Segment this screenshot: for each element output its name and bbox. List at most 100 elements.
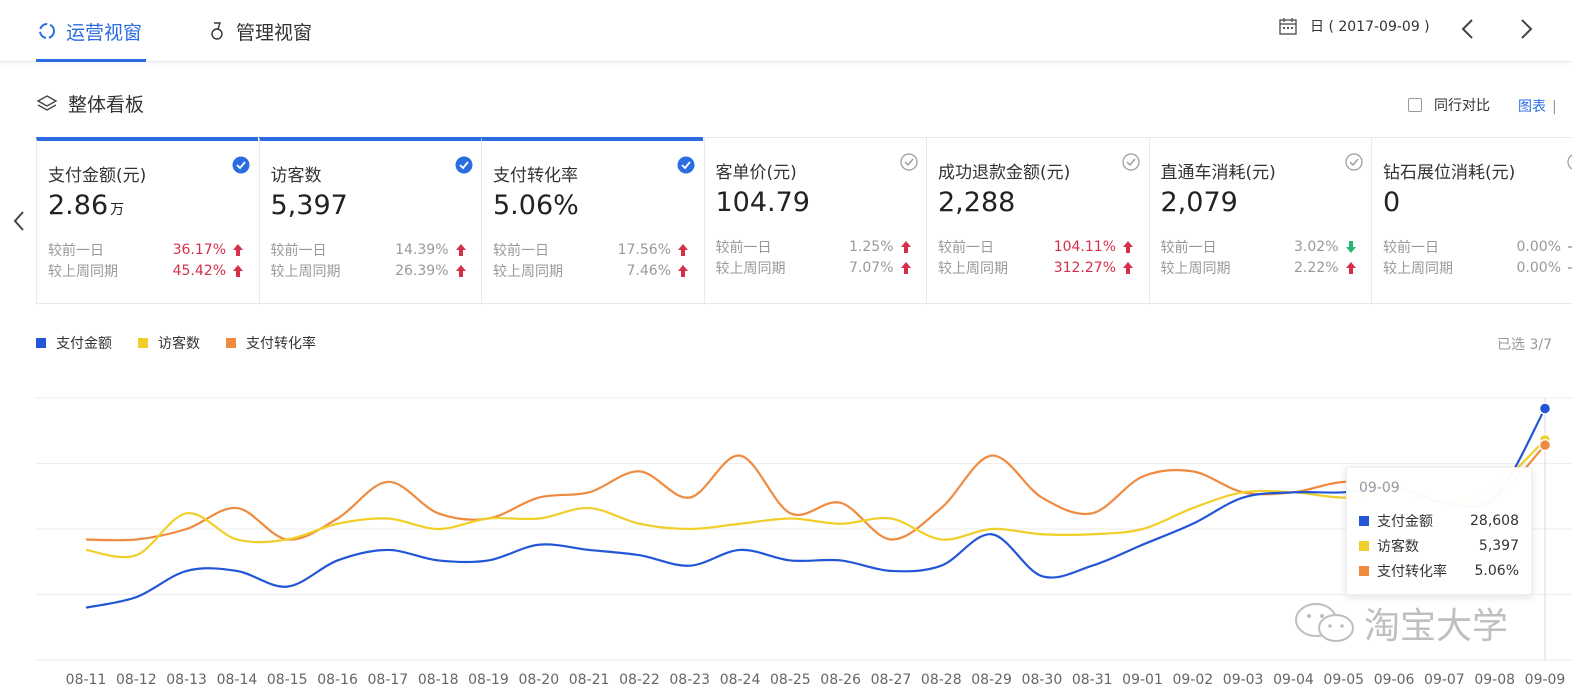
checked-circle-icon[interactable] [455, 156, 473, 174]
metric-name: 钻石展位消耗(元) [1383, 163, 1516, 183]
arrow-up-icon [900, 262, 911, 274]
x-tick-label: 09-05 [1323, 672, 1364, 688]
tooltip-row-visitors: 访客数 5,397 [1359, 533, 1519, 558]
unchecked-circle-icon[interactable] [1122, 153, 1140, 171]
compare-last-week: 较上周同期 7.46% [493, 261, 689, 281]
compare-value: 2.22% [1294, 258, 1356, 278]
tab-label: 管理视窗 [236, 21, 313, 44]
compare-value: 7.46% [627, 261, 689, 281]
x-tick-label: 09-07 [1424, 672, 1465, 688]
x-tick-label: 09-02 [1172, 672, 1213, 688]
compare-label: 较前一日 [270, 243, 327, 259]
x-tick-label: 09-01 [1122, 672, 1163, 688]
compare-value: 7.07% [849, 258, 911, 278]
compare-prev-day: 较前一日 3.02% [1161, 237, 1357, 257]
chevron-right-icon[interactable] [1514, 16, 1538, 42]
tooltip-date: 09-09 [1359, 480, 1400, 496]
x-tick-label: 08-20 [518, 672, 559, 688]
legend-label: 访客数 [158, 336, 200, 352]
date-selector[interactable]: 日 ( 2017-09-09 ) [1278, 16, 1430, 36]
trend-line-chart[interactable]: 08-11 08-12 08-13 08-14 08-15 08-16 08-17 08-18… [0, 380, 1572, 695]
x-tick-label: 09-06 [1374, 672, 1415, 688]
metric-card[interactable]: 客单价(元) 104.79 较前一日 1.25% 较上周同期 7.07% [703, 138, 926, 305]
x-tick-label: 08-15 [267, 672, 308, 688]
x-tick-label: 09-03 [1223, 672, 1264, 688]
arrow-up-icon [678, 244, 688, 256]
active-tab-indicator [36, 59, 146, 62]
compare-label: 较前一日 [493, 243, 549, 259]
metric-card[interactable]: 成功退款金额(元) 2,288 较前一日 104.11% 较上周同期 312.2… [926, 138, 1148, 305]
x-tick-label: 09-04 [1273, 672, 1314, 688]
metric-value-number: 2,288 [938, 187, 1016, 218]
compare-label: 较上周同期 [1383, 261, 1453, 277]
chevron-left-icon[interactable] [1456, 16, 1480, 42]
metric-value-number: 2,079 [1160, 187, 1238, 218]
legend-label: 支付转化率 [246, 336, 316, 352]
compare-percent: 17.56% [617, 242, 671, 258]
metric-value: 5,397 [271, 189, 481, 227]
tab-operations-view[interactable]: 运营视窗 [36, 0, 146, 62]
refresh-ring-icon [39, 23, 55, 39]
metric-value-number: 104.79 [715, 187, 810, 218]
tab-management-view[interactable]: 管理视窗 [206, 0, 312, 62]
metric-card[interactable]: 支付金额(元) 2.86 万 较前一日 36.17% 较上周同期 45.42% [36, 137, 258, 305]
arrow-up-icon [1123, 241, 1133, 253]
peer-compare-checkbox[interactable] [1408, 98, 1422, 112]
metric-card[interactable]: 钻石展位消耗(元) 0 较前一日 0.00% 较上周同期 0.00% [1371, 138, 1572, 305]
tooltip-label: 支付转化率 [1377, 563, 1447, 580]
peer-compare-label: 同行对比 [1434, 98, 1490, 114]
compare-label: 较前一日 [715, 240, 772, 256]
section-title: 整体看板 [68, 94, 145, 116]
compare-percent: 3.02% [1294, 239, 1339, 255]
compare-value: 14.39% [395, 240, 466, 260]
legend-item-pay-amount[interactable]: 支付金额 [36, 333, 112, 353]
x-tick-label: 08-11 [66, 672, 107, 688]
series-end-point-0[interactable] [1538, 402, 1552, 415]
compare-label: 较前一日 [1160, 240, 1217, 256]
unchecked-circle-icon[interactable] [1567, 153, 1572, 171]
compare-percent: 14.39% [395, 242, 449, 258]
legend-swatch [36, 338, 46, 348]
watermark: 淘宝大学 [1290, 597, 1508, 649]
arrow-up-icon [1345, 262, 1356, 274]
unchecked-circle-icon[interactable] [899, 153, 918, 171]
compare-value: 45.42% [173, 261, 244, 281]
compare-value: 312.27% [1054, 258, 1134, 278]
dash-icon [1568, 267, 1572, 269]
compare-value: 17.56% [618, 240, 689, 260]
compare-last-week: 较上周同期 2.22% [1161, 258, 1357, 278]
legend-item-conversion[interactable]: 支付转化率 [226, 333, 316, 353]
compare-last-week: 较上周同期 7.07% [716, 258, 912, 278]
metric-value: 2,288 [938, 186, 1148, 224]
cards-prev-chevron-icon[interactable] [10, 206, 28, 236]
series-line-1 [85, 439, 1546, 559]
metric-value-number: 5.06% [493, 190, 579, 221]
tooltip-label: 访客数 [1377, 538, 1419, 555]
metric-name: 访客数 [270, 166, 322, 186]
x-tick-label: 09-08 [1474, 672, 1515, 688]
tooltip-swatch [1359, 515, 1369, 526]
compare-label: 较前一日 [48, 243, 104, 259]
checked-circle-icon[interactable] [232, 156, 250, 174]
series-end-point-2[interactable] [1538, 438, 1552, 452]
peer-compare-toggle[interactable]: 同行对比 [1408, 95, 1490, 115]
unchecked-circle-icon[interactable] [1344, 153, 1363, 171]
wechat-logo-icon [1295, 603, 1354, 642]
compare-percent: 26.39% [395, 263, 449, 279]
metric-cards: 支付金额(元) 2.86 万 较前一日 36.17% 较上周同期 45.42% 访… [36, 137, 1572, 305]
chart-view-link[interactable]: 图表 | [1518, 96, 1557, 116]
tooltip-row-pay-amount: 支付金额 28,608 [1359, 508, 1519, 533]
metric-card[interactable]: 访客数 5,397 较前一日 14.39% 较上周同期 26.39% [258, 137, 481, 305]
metric-card[interactable]: 直通车消耗(元) 2,079 较前一日 3.02% 较上周同期 2.22% [1148, 138, 1371, 305]
compare-value: 3.02% [1294, 237, 1356, 257]
calendar-icon [1279, 18, 1297, 35]
x-tick-label: 08-24 [720, 672, 761, 688]
x-tick-label: 09-09 [1525, 672, 1566, 688]
metric-card[interactable]: 支付转化率 5.06% 较前一日 17.56% 较上周同期 7.46% [481, 137, 703, 305]
compare-percent: 1.25% [849, 239, 894, 255]
checked-circle-icon[interactable] [677, 156, 695, 174]
legend-item-visitors[interactable]: 访客数 [138, 333, 200, 353]
compare-prev-day: 较前一日 0.00% [1383, 237, 1572, 257]
x-tick-label: 08-17 [368, 672, 409, 688]
x-tick-label: 08-30 [1022, 672, 1063, 688]
